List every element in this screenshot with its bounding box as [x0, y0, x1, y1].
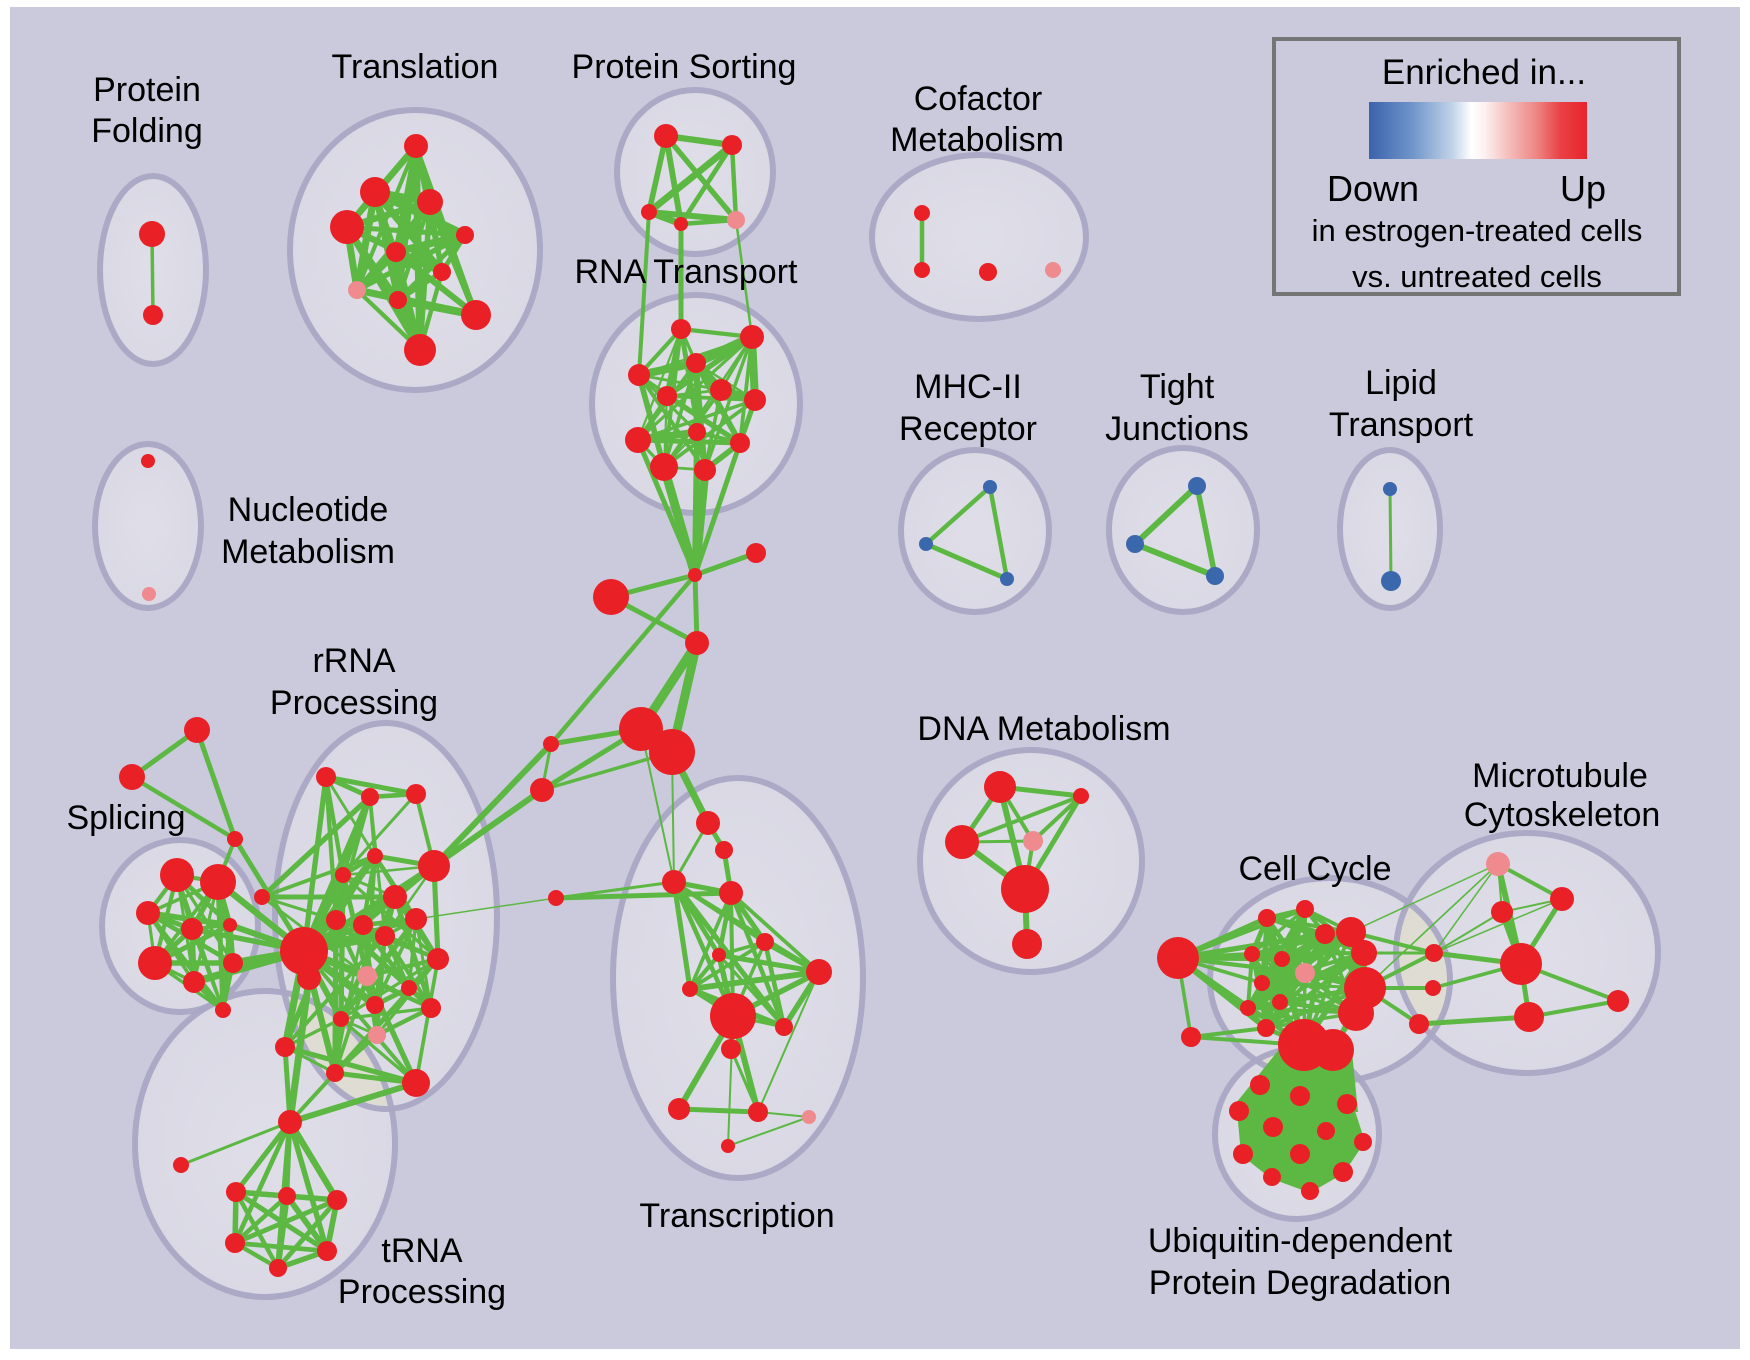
svg-text:Down: Down	[1327, 168, 1419, 209]
svg-text:Transport: Transport	[1329, 406, 1474, 444]
svg-text:Protein Sorting: Protein Sorting	[572, 48, 797, 86]
svg-text:Translation: Translation	[332, 48, 499, 86]
svg-text:Tight: Tight	[1140, 368, 1215, 406]
svg-text:Metabolism: Metabolism	[221, 533, 395, 571]
svg-text:Lipid: Lipid	[1365, 364, 1437, 402]
svg-text:Nucleotide: Nucleotide	[228, 491, 389, 529]
svg-text:MHC-II: MHC-II	[914, 368, 1022, 406]
svg-text:in estrogen-treated cells: in estrogen-treated cells	[1312, 213, 1643, 248]
svg-text:DNA Metabolism: DNA Metabolism	[917, 710, 1170, 748]
svg-text:Cytoskeleton: Cytoskeleton	[1464, 796, 1661, 834]
svg-text:Junctions: Junctions	[1105, 410, 1249, 448]
svg-text:Ubiquitin-dependent: Ubiquitin-dependent	[1148, 1222, 1453, 1260]
svg-text:Protein: Protein	[93, 71, 201, 109]
svg-text:Processing: Processing	[270, 684, 438, 722]
svg-text:Metabolism: Metabolism	[890, 121, 1064, 159]
svg-text:Cell Cycle: Cell Cycle	[1238, 850, 1391, 888]
svg-text:rRNA: rRNA	[312, 642, 395, 680]
svg-text:Up: Up	[1560, 168, 1606, 209]
svg-text:Protein Degradation: Protein Degradation	[1149, 1264, 1451, 1302]
svg-text:vs. untreated cells: vs. untreated cells	[1352, 259, 1602, 294]
svg-text:Receptor: Receptor	[899, 410, 1037, 448]
svg-text:Processing: Processing	[338, 1273, 506, 1311]
svg-text:Folding: Folding	[91, 112, 203, 150]
svg-text:Cofactor: Cofactor	[914, 80, 1043, 118]
svg-text:Microtubule: Microtubule	[1472, 757, 1648, 795]
svg-text:Transcription: Transcription	[639, 1197, 834, 1235]
svg-text:Splicing: Splicing	[66, 799, 185, 837]
svg-text:Enriched in...: Enriched in...	[1382, 53, 1586, 92]
svg-text:RNA Transport: RNA Transport	[575, 253, 799, 291]
svg-text:tRNA: tRNA	[381, 1232, 463, 1270]
